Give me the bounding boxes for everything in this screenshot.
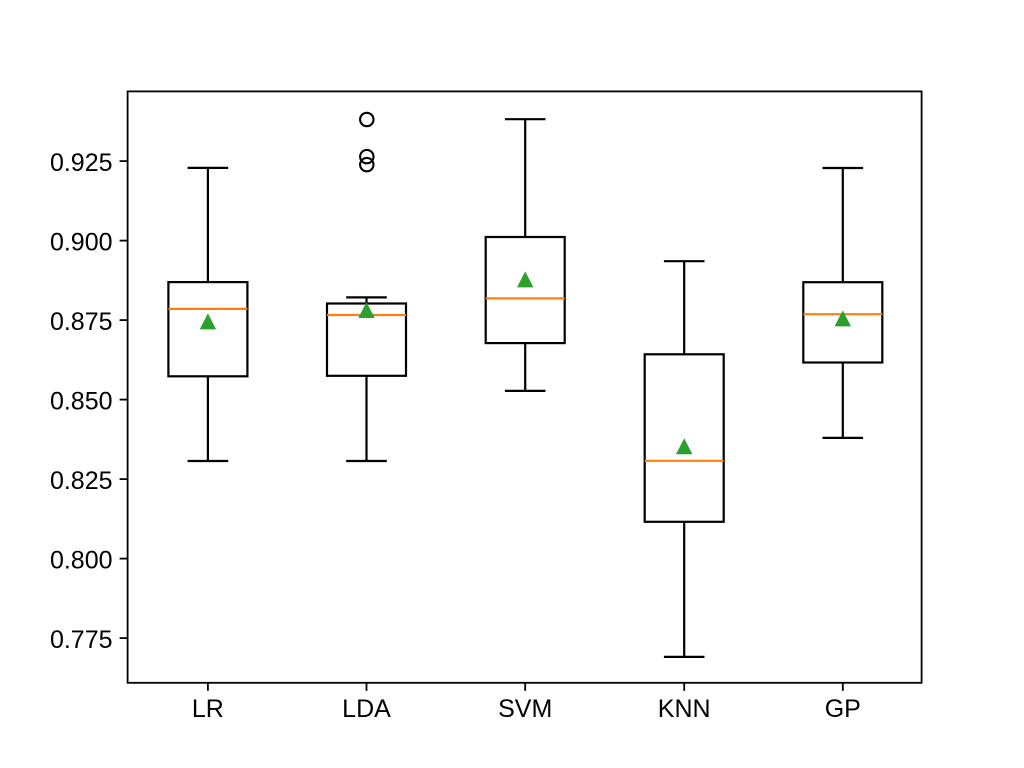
svg-text:GP: GP xyxy=(825,695,861,723)
svg-text:LDA: LDA xyxy=(342,695,391,723)
svg-text:0.800: 0.800 xyxy=(50,546,113,574)
svg-text:0.825: 0.825 xyxy=(50,467,113,495)
svg-text:LR: LR xyxy=(192,695,224,723)
svg-text:0.850: 0.850 xyxy=(50,387,113,415)
svg-text:0.925: 0.925 xyxy=(50,149,113,177)
svg-text:0.900: 0.900 xyxy=(50,228,113,256)
svg-text:KNN: KNN xyxy=(658,695,711,723)
svg-text:SVM: SVM xyxy=(498,695,552,723)
svg-text:0.875: 0.875 xyxy=(50,308,113,336)
svg-text:0.775: 0.775 xyxy=(50,626,113,654)
